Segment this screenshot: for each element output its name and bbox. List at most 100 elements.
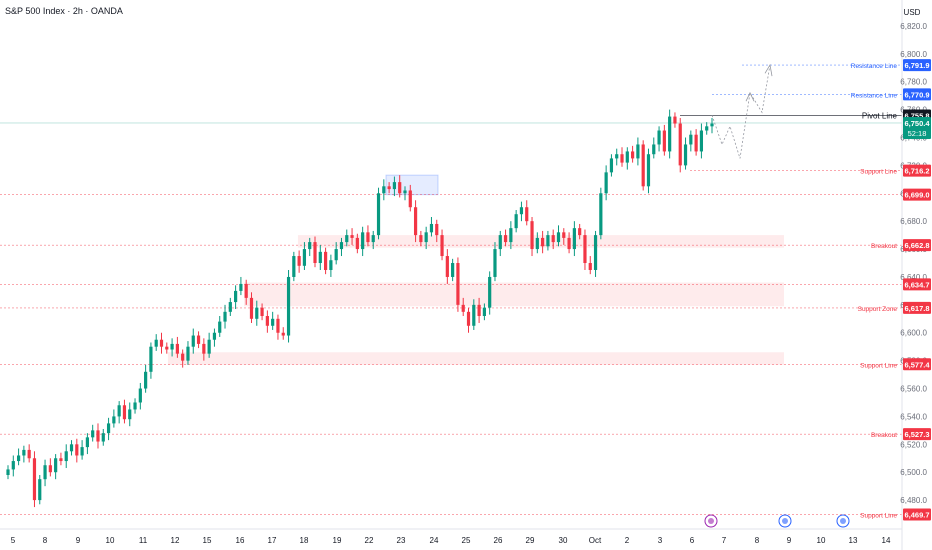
candle-body <box>260 307 264 317</box>
candle-body <box>398 182 402 194</box>
candle-body <box>519 207 524 215</box>
candle-body <box>593 235 598 270</box>
time-tick-label: 17 <box>268 536 277 545</box>
candle-body <box>445 256 449 277</box>
candle-body <box>588 263 592 270</box>
time-tick-label: 23 <box>397 536 406 545</box>
level-price-value: 6,770.9 <box>904 90 929 99</box>
candle-body <box>159 339 164 347</box>
candle-body <box>631 151 635 159</box>
level-label: Support Line <box>860 512 897 519</box>
candle-body <box>710 123 714 127</box>
candle-body <box>329 260 333 270</box>
time-tick-label: 2 <box>625 536 630 545</box>
level-price-value: 6,699.0 <box>904 191 929 200</box>
candle-body <box>302 249 307 266</box>
candle-body <box>27 449 31 459</box>
candle-body <box>408 190 412 208</box>
candle-body <box>218 321 222 333</box>
level-label: Pivot Line <box>862 111 898 120</box>
candle-body <box>112 416 116 424</box>
candle-body <box>350 235 354 238</box>
candle-body <box>556 232 561 243</box>
projection-arrow-2 <box>764 63 773 77</box>
candle-body <box>22 449 26 456</box>
candle-body <box>339 242 344 250</box>
candle-body <box>461 304 465 312</box>
event-icon-dot <box>840 518 846 524</box>
candle-body <box>488 276 492 308</box>
bar-countdown: 52:18 <box>908 129 927 138</box>
candle-body <box>122 405 127 420</box>
candle-body <box>144 371 148 389</box>
time-tick-label: 24 <box>430 536 439 545</box>
level-price-value: 6,716.2 <box>904 167 929 176</box>
projection-arrow-1 <box>745 91 755 102</box>
candle-body <box>599 193 603 236</box>
event-icon-dot <box>708 518 714 524</box>
candle-body <box>181 353 185 361</box>
candle-body <box>371 235 375 243</box>
candle-body <box>223 311 227 322</box>
candle-body <box>59 458 63 462</box>
price-tick-label: 6,600.0 <box>900 329 927 338</box>
candle-body <box>308 242 312 250</box>
candle-body <box>186 346 190 361</box>
time-tick-label: 12 <box>171 536 180 545</box>
candle-body <box>249 297 254 319</box>
level-price-value: 6,634.7 <box>904 280 929 289</box>
candle-body <box>101 433 105 442</box>
level-price-value: 6,755.8 <box>904 111 929 120</box>
candle-body <box>689 134 693 145</box>
candle-body <box>440 235 444 257</box>
candle-body <box>38 479 42 501</box>
candle-body <box>196 335 201 344</box>
level-price-badge <box>903 188 931 201</box>
candle-body <box>641 144 645 187</box>
candle-body <box>678 123 682 166</box>
time-tick-label: 5 <box>11 536 16 545</box>
candle-body <box>334 249 338 261</box>
candle-body <box>286 276 291 336</box>
candle-body <box>567 237 571 250</box>
time-tick-label: 18 <box>300 536 309 545</box>
candle-body <box>75 444 79 456</box>
level-label: Resistance Line <box>851 63 898 70</box>
time-tick-label: 19 <box>333 536 342 545</box>
time-tick-label: 26 <box>494 536 503 545</box>
candle-body <box>482 307 486 317</box>
candle-body <box>276 318 280 333</box>
price-tick-label: 6,780.0 <box>900 78 927 87</box>
candle-body <box>85 437 89 448</box>
chart-title: S&P 500 Index · 2h · OANDA <box>5 6 123 16</box>
candle-body <box>620 154 624 163</box>
candle-body <box>668 116 672 152</box>
candle-body <box>64 451 68 462</box>
candle-body <box>255 307 259 319</box>
candle-body <box>424 232 428 243</box>
level-price-badge <box>903 59 931 72</box>
candle-body <box>234 290 238 303</box>
candle-body <box>673 116 677 124</box>
candle-body <box>662 130 666 152</box>
time-tick-label: 9 <box>76 536 81 545</box>
level-price-badge <box>903 88 931 101</box>
time-tick-label: 22 <box>365 536 374 545</box>
candle-body <box>493 249 497 277</box>
event-icon-dot <box>782 518 788 524</box>
candle-body <box>578 228 582 236</box>
candle-body <box>646 154 651 187</box>
time-tick-label: 10 <box>817 536 826 545</box>
candle-body <box>244 283 248 298</box>
time-tick-label: 9 <box>787 536 792 545</box>
candle-body <box>170 343 174 350</box>
candle-body <box>43 465 47 480</box>
level-price-badge <box>903 508 931 521</box>
candle-body <box>477 304 481 317</box>
candle-body <box>228 302 232 312</box>
lightning-event-icon <box>704 514 718 528</box>
candle-body <box>271 318 275 326</box>
candle-body <box>96 430 100 442</box>
last-price-badge <box>903 116 931 139</box>
